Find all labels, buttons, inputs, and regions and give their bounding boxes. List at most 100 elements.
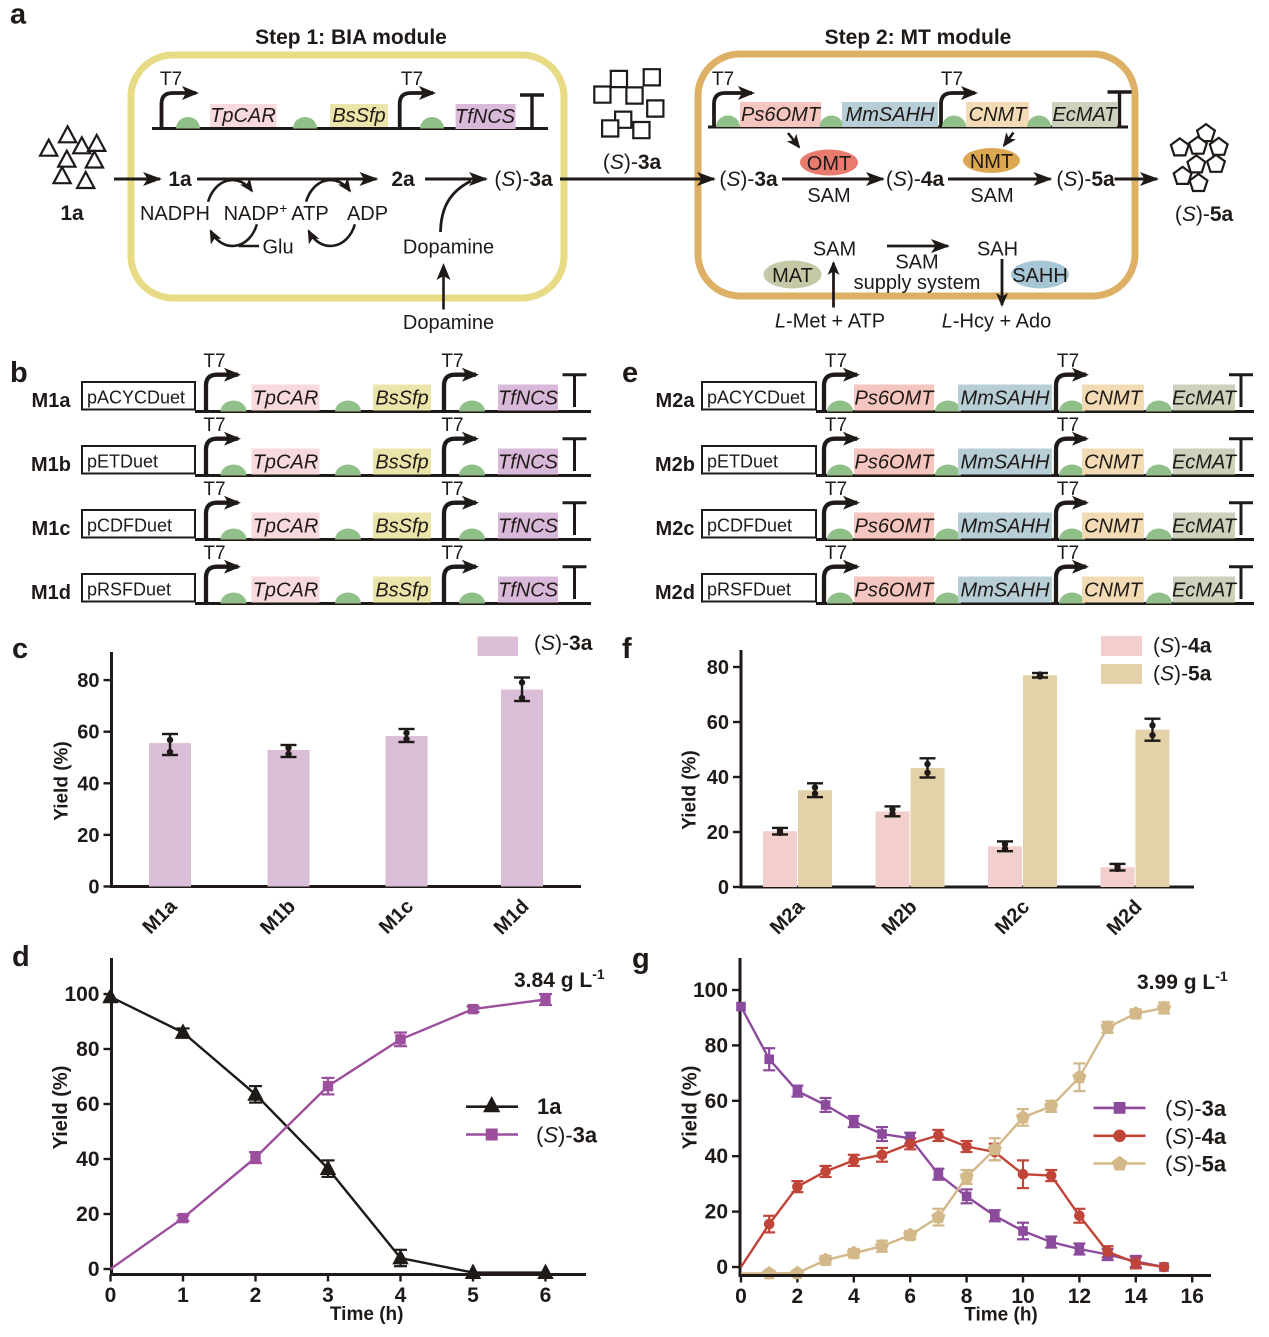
svg-text:T7: T7 bbox=[712, 69, 734, 90]
svg-text:80: 80 bbox=[707, 657, 729, 679]
svg-text:40: 40 bbox=[705, 1145, 728, 1168]
svg-text:SAM: SAM bbox=[813, 239, 856, 261]
svg-text:Time (h): Time (h) bbox=[964, 1305, 1038, 1326]
svg-text:(S)-3a: (S)-3a bbox=[534, 632, 593, 655]
svg-text:20: 20 bbox=[705, 1201, 728, 1224]
svg-text:pRSFDuet: pRSFDuet bbox=[87, 580, 171, 600]
svg-text:T7: T7 bbox=[1057, 351, 1079, 372]
svg-text:0: 0 bbox=[718, 877, 729, 899]
svg-text:10: 10 bbox=[1011, 1285, 1034, 1308]
svg-text:TpCAR: TpCAR bbox=[253, 388, 319, 410]
svg-text:60: 60 bbox=[77, 722, 99, 744]
svg-text:pCDFDuet: pCDFDuet bbox=[707, 516, 792, 536]
svg-text:40: 40 bbox=[76, 1148, 99, 1171]
svg-text:8: 8 bbox=[961, 1285, 973, 1308]
svg-text:100: 100 bbox=[64, 983, 99, 1006]
svg-text:(S)-3a: (S)-3a bbox=[494, 168, 553, 191]
svg-text:T7: T7 bbox=[203, 479, 225, 500]
svg-text:(S)-3a: (S)-3a bbox=[536, 1123, 598, 1148]
svg-text:MmSAHH: MmSAHH bbox=[961, 516, 1050, 538]
svg-text:T7: T7 bbox=[203, 415, 225, 436]
svg-text:SAHH: SAHH bbox=[1012, 265, 1068, 287]
svg-text:80: 80 bbox=[76, 1038, 99, 1061]
svg-text:(S)-4a: (S)-4a bbox=[1153, 635, 1212, 658]
svg-text:MmSAHH: MmSAHH bbox=[961, 452, 1050, 474]
svg-text:NADPH: NADPH bbox=[140, 203, 210, 225]
svg-text:4: 4 bbox=[395, 1284, 407, 1307]
svg-text:ADP: ADP bbox=[347, 203, 388, 225]
svg-text:T7: T7 bbox=[1057, 543, 1079, 564]
svg-text:Dopamine: Dopamine bbox=[403, 312, 494, 334]
svg-text:M1d: M1d bbox=[31, 582, 71, 604]
svg-text:14: 14 bbox=[1124, 1285, 1148, 1308]
svg-text:d: d bbox=[12, 941, 30, 973]
svg-text:M2d: M2d bbox=[655, 582, 695, 604]
svg-text:BsSfp: BsSfp bbox=[375, 388, 428, 410]
svg-text:T7: T7 bbox=[160, 69, 182, 90]
svg-text:T7: T7 bbox=[825, 543, 847, 564]
svg-text:SAH: SAH bbox=[977, 239, 1018, 261]
svg-text:1a: 1a bbox=[168, 168, 192, 191]
svg-text:e: e bbox=[622, 357, 638, 389]
svg-text:0: 0 bbox=[88, 1258, 100, 1281]
svg-text:CNMT: CNMT bbox=[1084, 580, 1144, 602]
svg-text:f: f bbox=[622, 633, 632, 665]
svg-text:EcMAT: EcMAT bbox=[1172, 388, 1238, 410]
svg-text:TfNCS: TfNCS bbox=[498, 516, 559, 538]
svg-text:TpCAR: TpCAR bbox=[253, 580, 319, 602]
svg-text:60: 60 bbox=[76, 1093, 99, 1116]
svg-text:100: 100 bbox=[693, 979, 728, 1002]
svg-text:SAM: SAM bbox=[895, 252, 938, 274]
svg-text:3.84 g L-1: 3.84 g L-1 bbox=[514, 966, 605, 992]
svg-text:EcMAT: EcMAT bbox=[1172, 580, 1238, 602]
svg-text:pETDuet: pETDuet bbox=[707, 452, 778, 472]
svg-text:L-Hcy + Ado: L-Hcy + Ado bbox=[942, 311, 1052, 333]
svg-text:TfNCS: TfNCS bbox=[455, 106, 516, 128]
svg-text:EcMAT: EcMAT bbox=[1172, 452, 1238, 474]
svg-text:6: 6 bbox=[540, 1284, 552, 1307]
svg-text:EcMAT: EcMAT bbox=[1172, 516, 1238, 538]
svg-text:T7: T7 bbox=[941, 69, 963, 90]
svg-text:0: 0 bbox=[105, 1284, 117, 1307]
svg-text:pCDFDuet: pCDFDuet bbox=[87, 516, 172, 536]
svg-text:M2c: M2c bbox=[656, 518, 695, 540]
svg-text:20: 20 bbox=[76, 1203, 99, 1226]
svg-text:M1a: M1a bbox=[32, 390, 72, 412]
svg-text:(S)-5a: (S)-5a bbox=[1175, 203, 1234, 226]
svg-text:T7: T7 bbox=[1057, 479, 1079, 500]
svg-text:MmSAHH: MmSAHH bbox=[961, 580, 1050, 602]
svg-text:CNMT: CNMT bbox=[1084, 452, 1144, 474]
svg-text:4: 4 bbox=[848, 1285, 860, 1308]
svg-text:2a: 2a bbox=[391, 168, 415, 191]
svg-text:g: g bbox=[632, 943, 650, 975]
svg-text:(S)-3a: (S)-3a bbox=[719, 168, 778, 191]
svg-text:1a: 1a bbox=[537, 1094, 562, 1119]
svg-text:40: 40 bbox=[77, 773, 99, 795]
svg-text:80: 80 bbox=[77, 670, 99, 692]
svg-text:CNMT: CNMT bbox=[1084, 516, 1144, 538]
svg-text:T7: T7 bbox=[441, 479, 463, 500]
svg-text:1: 1 bbox=[177, 1284, 189, 1307]
svg-text:BsSfp: BsSfp bbox=[375, 452, 428, 474]
svg-text:T7: T7 bbox=[203, 543, 225, 564]
svg-text:OMT: OMT bbox=[807, 153, 851, 175]
svg-text:a: a bbox=[10, 0, 27, 31]
svg-text:6: 6 bbox=[904, 1285, 916, 1308]
svg-text:SAM: SAM bbox=[807, 185, 850, 207]
svg-text:M2b: M2b bbox=[655, 454, 695, 476]
svg-text:T7: T7 bbox=[441, 415, 463, 436]
svg-text:BsSfp: BsSfp bbox=[332, 105, 385, 127]
svg-text:12: 12 bbox=[1068, 1285, 1091, 1308]
svg-text:(S)-4a: (S)-4a bbox=[1165, 1124, 1227, 1149]
svg-text:T7: T7 bbox=[203, 351, 225, 372]
svg-text:0: 0 bbox=[88, 877, 99, 899]
svg-text:NMT: NMT bbox=[970, 151, 1013, 173]
svg-text:supply system: supply system bbox=[854, 272, 981, 294]
svg-text:60: 60 bbox=[705, 1090, 728, 1113]
svg-text:T7: T7 bbox=[825, 351, 847, 372]
svg-text:20: 20 bbox=[707, 822, 729, 844]
svg-text:Ps6OMT: Ps6OMT bbox=[855, 452, 936, 474]
svg-text:(S)-3a: (S)-3a bbox=[1165, 1096, 1227, 1121]
svg-text:M1c: M1c bbox=[32, 518, 71, 540]
svg-text:Ps6OMT: Ps6OMT bbox=[741, 104, 822, 126]
